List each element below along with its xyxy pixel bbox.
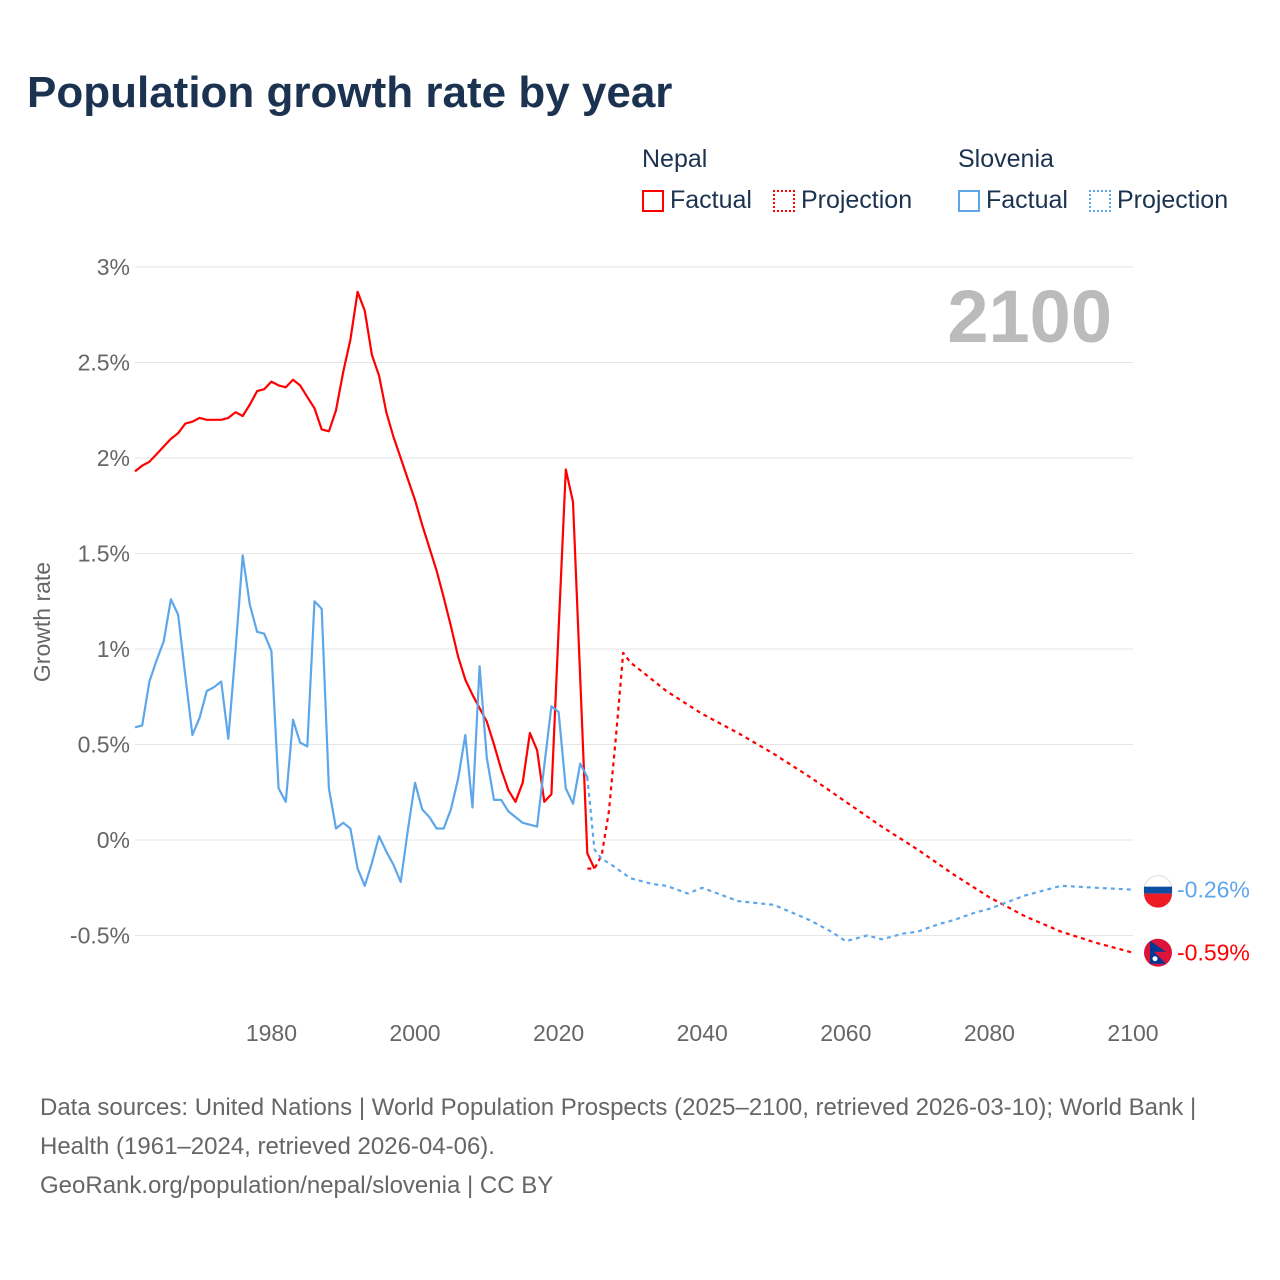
swatch-solid-icon <box>958 189 980 212</box>
x-tick-label: 2060 <box>820 1020 871 1046</box>
data-sources: Data sources: United Nations | World Pop… <box>40 1094 1197 1160</box>
nepal-projection-line <box>587 651 1134 954</box>
slovenia-projection-line <box>586 776 1134 943</box>
y-tick-label: -0.5% <box>70 923 130 949</box>
y-tick-label: 2.5% <box>78 350 130 376</box>
legend-nepal-projection[interactable]: Projection <box>772 186 913 215</box>
y-tick-label: 1% <box>97 636 130 662</box>
slovenia-flag-stripe <box>1144 893 1172 908</box>
y-tick-label: 3% <box>97 254 130 280</box>
legend-nepal-title: Nepal <box>642 145 708 173</box>
slovenia-factual-line <box>134 554 589 887</box>
legend-slovenia-factual[interactable]: Factual <box>958 186 1068 215</box>
legend-label: Projection <box>800 186 913 214</box>
y-tick-label: 0.5% <box>78 732 130 758</box>
swatch-solid-icon <box>642 189 664 212</box>
slovenia-flag-stripe <box>1144 886 1172 894</box>
swatch-dotted-icon <box>1088 189 1111 212</box>
nepal-end-label: -0.59% <box>1177 940 1250 966</box>
x-tick-label: 2000 <box>389 1020 440 1046</box>
legend-nepal: Nepal Factual Projection <box>642 145 926 219</box>
x-tick-label: 1980 <box>246 1020 297 1046</box>
nepal-flag-sun <box>1152 956 1158 962</box>
y-axis-label: Growth rate <box>29 562 55 682</box>
nepal-factual-line <box>134 290 596 870</box>
swatch-dotted-icon <box>772 189 795 212</box>
legend-slovenia-title: Slovenia <box>958 145 1054 173</box>
slovenia-end-label: -0.26% <box>1177 877 1250 903</box>
legend-label: Factual <box>986 186 1068 214</box>
x-tick-label: 2080 <box>964 1020 1015 1046</box>
x-tick-label: 2020 <box>533 1020 584 1046</box>
legend-slovenia: Slovenia Factual Projection <box>958 145 1242 219</box>
year-watermark: 2100 <box>947 275 1112 358</box>
y-tick-label: 1.5% <box>78 541 130 567</box>
x-tick-label: 2040 <box>677 1020 728 1046</box>
footer: Data sources: United Nations | World Pop… <box>40 1088 1240 1205</box>
y-tick-label: 2% <box>97 445 130 471</box>
x-tick-label: 2100 <box>1107 1020 1158 1046</box>
y-tick-label: 0% <box>97 827 130 853</box>
line-chart: -0.5% 0% 0.5% 1% 1.5% 2% 2.5% 3% 1980 2000 2020 204… <box>29 254 1250 1046</box>
legend-nepal-factual[interactable]: Factual <box>642 186 752 215</box>
legend-label: Factual <box>670 186 752 214</box>
legend-slovenia-projection[interactable]: Projection <box>1088 186 1229 215</box>
credit-link[interactable]: GeoRank.org/population/nepal/slovenia | … <box>40 1172 554 1199</box>
legend-label: Projection <box>1116 186 1229 214</box>
chart-title: Population growth rate by year <box>27 68 673 117</box>
